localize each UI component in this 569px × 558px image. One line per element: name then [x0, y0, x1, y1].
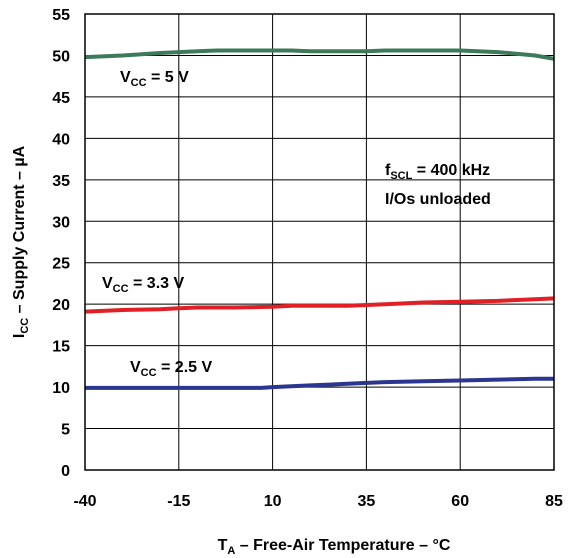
- y-tick-label: 20: [52, 297, 70, 314]
- y-tick-label: 10: [52, 380, 70, 397]
- series-label-2v5: VCC = 2.5 V: [130, 359, 212, 379]
- series-label-3v3: VCC = 3.3 V: [102, 275, 184, 295]
- annotation-fscl: fSCL = 400 kHz: [385, 162, 490, 182]
- y-axis-title: ICC – Supply Current – µA: [11, 145, 31, 338]
- y-tick-label: 45: [52, 90, 70, 107]
- x-tick-label: 10: [264, 493, 282, 510]
- y-tick-label: 55: [52, 7, 70, 24]
- series-label-5v: VCC = 5 V: [120, 69, 189, 89]
- x-tick-label: 35: [358, 493, 376, 510]
- y-tick-label: 35: [52, 173, 70, 190]
- plot-frame: [84, 13, 555, 471]
- series-line-1: [84, 296, 555, 314]
- y-tick-label: 30: [52, 214, 70, 231]
- series-line-0: [84, 48, 555, 61]
- y-tick-label: 5: [61, 422, 70, 439]
- x-tick-label: 60: [451, 493, 469, 510]
- x-tick-label: -40: [73, 493, 96, 510]
- x-axis-title: TA – Free-Air Temperature – °C: [218, 537, 451, 557]
- y-tick-labels: 0 5 10 15 20 25 30 35 40 45 50 55: [52, 7, 70, 480]
- y-tick-label: 15: [52, 339, 70, 356]
- y-tick-label: 40: [52, 131, 70, 148]
- series-layer: [84, 48, 555, 390]
- y-tick-label: 50: [52, 48, 70, 65]
- series-line-2: [85, 376, 554, 390]
- y-tick-label: 25: [52, 256, 70, 273]
- annotation-ios-unloaded: I/Os unloaded: [385, 191, 491, 208]
- x-tick-label: -15: [167, 493, 190, 510]
- y-tick-label: 0: [61, 463, 70, 480]
- x-tick-labels: -40 -15 10 35 60 85: [73, 493, 563, 510]
- x-tick-label: 85: [545, 493, 563, 510]
